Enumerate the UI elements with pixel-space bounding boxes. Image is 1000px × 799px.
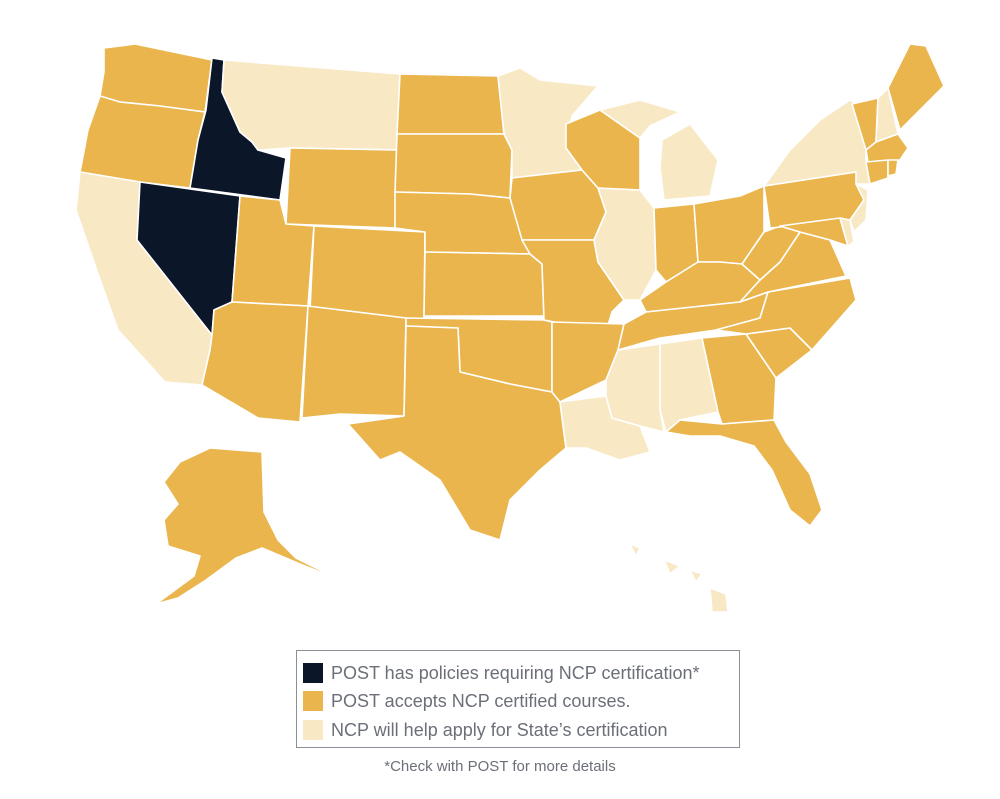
state-new-mexico[interactable] — [301, 305, 407, 419]
footnote: *Check with POST for more details — [384, 758, 616, 775]
legend-item-helps: NCP will help apply for State’s certific… — [303, 718, 668, 742]
state-new-jersey[interactable] — [849, 183, 869, 233]
state-texas[interactable] — [347, 325, 567, 541]
state-mississippi[interactable] — [605, 343, 665, 433]
legend-item-requires: POST has policies requiring NCP certific… — [303, 661, 700, 685]
state-colorado[interactable] — [309, 225, 426, 321]
state-oregon[interactable] — [79, 95, 206, 189]
state-kansas[interactable] — [423, 251, 545, 317]
state-north-dakota[interactable] — [396, 73, 505, 135]
state-maine[interactable] — [887, 43, 945, 131]
legend-swatch-accepts — [303, 691, 323, 711]
legend-label: POST accepts NCP certified courses. — [331, 690, 631, 711]
legend-item-accepts: POST accepts NCP certified courses. — [303, 689, 630, 713]
state-north-carolina[interactable] — [715, 277, 857, 351]
state-rhode-island[interactable] — [887, 159, 899, 177]
us-map — [75, 43, 945, 613]
state-alaska[interactable] — [155, 447, 341, 605]
map-legend: POST has policies requiring NCP certific… — [296, 650, 740, 748]
legend-swatch-requires — [303, 663, 323, 683]
state-florida[interactable] — [665, 419, 823, 527]
legend-label: POST has policies requiring NCP certific… — [331, 662, 700, 683]
legend-swatch-helps — [303, 720, 323, 740]
state-wyoming[interactable] — [285, 147, 398, 229]
state-hawaii[interactable] — [629, 543, 729, 613]
state-arizona[interactable] — [201, 301, 309, 423]
state-montana[interactable] — [221, 59, 401, 151]
state-connecticut[interactable] — [865, 159, 889, 185]
state-maryland[interactable] — [779, 217, 849, 247]
legend-label: NCP will help apply for State’s certific… — [331, 719, 668, 740]
state-delaware[interactable] — [839, 217, 855, 247]
state-michigan[interactable] — [599, 99, 719, 201]
state-south-dakota[interactable] — [394, 133, 513, 199]
state-illinois[interactable] — [593, 187, 657, 301]
